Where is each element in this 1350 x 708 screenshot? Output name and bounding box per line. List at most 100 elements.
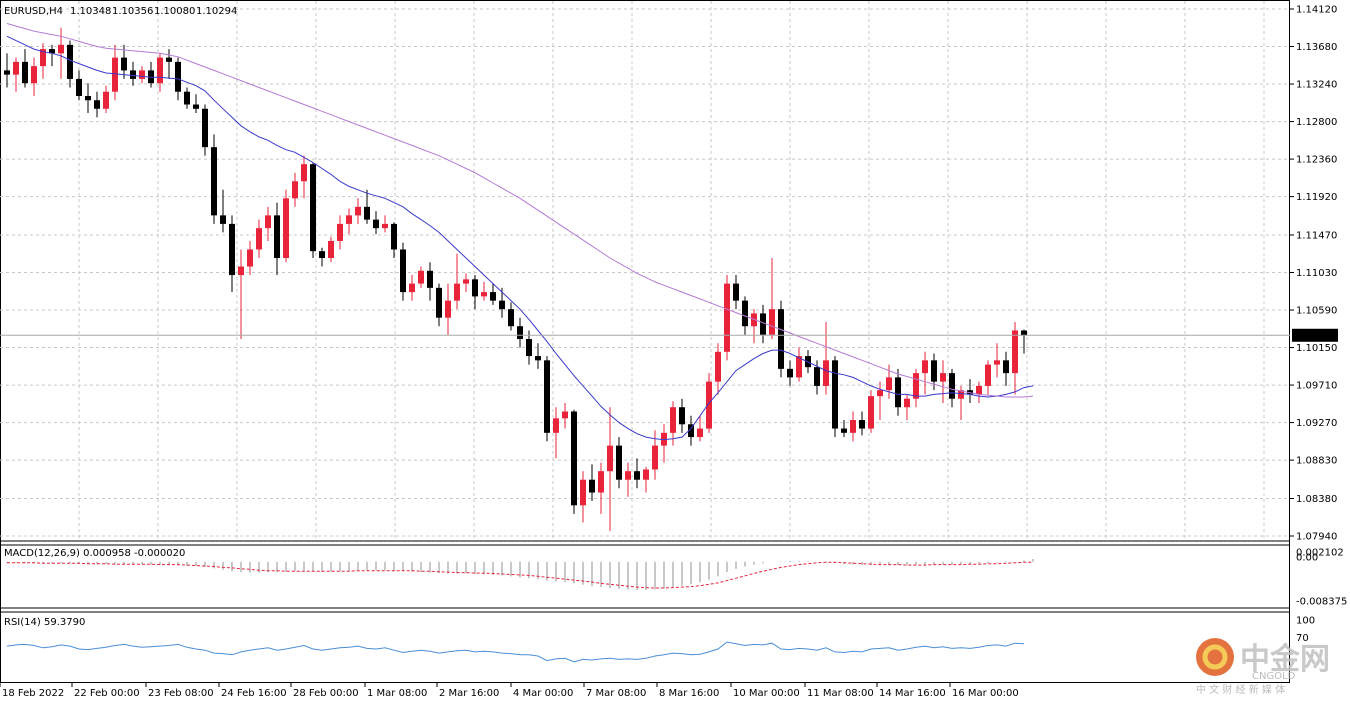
candle-body: [922, 360, 928, 374]
candle-body: [400, 249, 406, 293]
candle-body: [931, 360, 937, 382]
candle-body: [580, 479, 586, 506]
rsi-panel: [6, 641, 1025, 663]
current-price-box: [1292, 328, 1338, 342]
candle-body: [364, 206, 370, 220]
candle-body: [418, 270, 424, 284]
time-tick-label: 7 Mar 08:00: [586, 688, 646, 699]
candle-body: [211, 147, 217, 216]
candle-body: [949, 373, 955, 399]
candle-body: [427, 270, 433, 288]
price-panel: [0, 23, 1290, 531]
candle-body: [175, 61, 181, 92]
candle-body: [904, 398, 910, 408]
price-axis: 1.14120 1.13680 1.13240 1.12800 1.12360 1.119…: [1290, 5, 1347, 644]
candle-body: [679, 407, 685, 425]
ma-fast-line: [6, 35, 1034, 441]
candle-body: [859, 420, 865, 429]
candle-body: [256, 228, 262, 250]
candle-body: [265, 215, 271, 229]
time-tick-label: 23 Feb 08:00: [148, 688, 214, 699]
cngold-logo-ring-icon: [1202, 644, 1228, 670]
candle-body: [544, 360, 550, 433]
candle-body: [733, 283, 739, 301]
candle-body: [1012, 330, 1018, 374]
candle-body: [895, 377, 901, 408]
price-tick-label: 1.09270: [1296, 418, 1337, 429]
candle-body: [409, 283, 415, 293]
macd-tick-label: 0.002102: [1296, 548, 1344, 559]
candle-body: [130, 70, 136, 79]
candle-body: [490, 292, 496, 301]
macd-signal-line: [7, 561, 1033, 589]
current-price-marker: 1.10294: [1292, 328, 1338, 342]
candle-body: [778, 309, 784, 369]
ohlc-open: 1.10348: [70, 6, 111, 17]
time-tick-label: 18 Feb 2022: [2, 688, 64, 699]
candle-body: [994, 360, 1000, 365]
time-tick-label: 4 Mar 00:00: [513, 688, 573, 699]
candle-body: [841, 428, 847, 433]
ohlc-close: 1.10294: [196, 6, 237, 17]
time-tick-label: 11 Mar 08:00: [807, 688, 874, 699]
price-tick-label: 1.10150: [1296, 343, 1337, 354]
candle-body: [283, 198, 289, 259]
candle-body: [850, 420, 856, 433]
time-tick-label: 14 Mar 16:00: [879, 688, 946, 699]
price-tick-label: 1.11470: [1296, 230, 1337, 241]
candle-body: [76, 78, 82, 96]
candle-body: [463, 279, 469, 284]
candle-body: [787, 368, 793, 378]
candle-body: [913, 373, 919, 399]
price-tick-label: 1.08830: [1296, 456, 1337, 467]
candle-body: [310, 164, 316, 252]
candle-body: [517, 326, 523, 340]
watermark-title: 中金网: [1240, 642, 1330, 677]
price-tick-label: 1.07940: [1296, 532, 1337, 543]
candle-body: [715, 351, 721, 382]
candle-body: [139, 70, 145, 79]
plot-frame: [0, 0, 1290, 683]
time-tick-label: 1 Mar 08:00: [367, 688, 427, 699]
candle-body: [13, 61, 19, 75]
candle-body: [985, 364, 991, 386]
candle-body: [373, 219, 379, 229]
ma-slow-line: [6, 23, 1034, 398]
candle-body: [697, 428, 703, 438]
candle-body: [535, 356, 541, 361]
ohlc-low: 1.10080: [154, 6, 195, 17]
candle-body: [157, 57, 163, 84]
candle-body: [67, 44, 73, 79]
candle-body: [1021, 330, 1027, 336]
candle-body: [94, 100, 100, 109]
candle-body: [940, 373, 946, 382]
candle-body: [292, 181, 298, 199]
candle-body: [436, 287, 442, 318]
candle-body: [499, 300, 505, 310]
candle-body: [202, 108, 208, 148]
candle-body: [328, 240, 334, 259]
candle-body: [445, 300, 451, 318]
candle-body: [220, 215, 226, 224]
candle-body: [706, 381, 712, 429]
candle-body: [571, 411, 577, 506]
candle-body: [31, 66, 37, 84]
candle-body: [607, 445, 613, 472]
candle-body: [688, 424, 694, 438]
macd-panel: [6, 559, 1034, 590]
watermark: 中金网 CNGOLD 中 文 财 经 新 媒 体: [1196, 638, 1330, 696]
candle-body: [526, 339, 532, 357]
candle-body: [832, 360, 838, 429]
macd-tick-label: -0.008375: [1296, 597, 1347, 608]
price-tick-label: 1.12800: [1296, 117, 1337, 128]
time-tick-label: 22 Feb 00:00: [74, 688, 140, 699]
time-tick-label: 8 Mar 16:00: [659, 688, 719, 699]
candle-body: [823, 360, 829, 386]
rsi-title: RSI(14) 59.3790: [4, 617, 85, 628]
candle-body: [85, 95, 91, 101]
candle-body: [616, 445, 622, 480]
candle-body: [382, 223, 388, 229]
candle-body: [103, 91, 109, 109]
cngold-logo-icon: [1196, 638, 1234, 676]
